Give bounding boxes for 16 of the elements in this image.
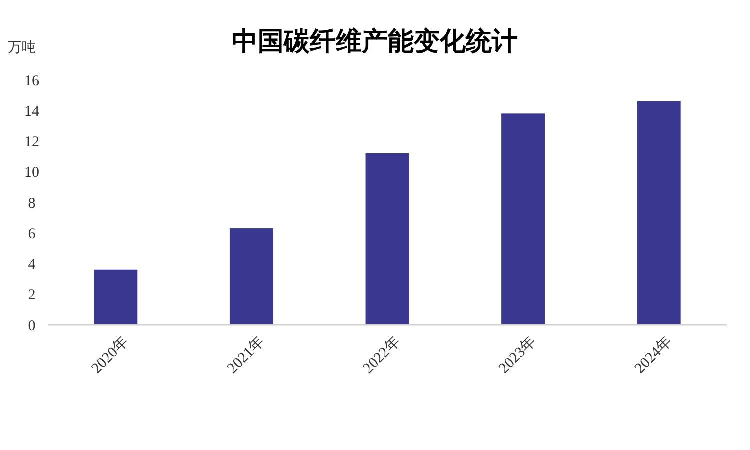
y-tick-label: 0: [28, 318, 36, 334]
bar: [366, 154, 410, 325]
bar: [502, 114, 546, 325]
y-tick-label: 4: [28, 257, 36, 273]
y-tick-label: 14: [24, 104, 40, 120]
y-tick-label: 16: [24, 73, 40, 90]
bar: [637, 101, 681, 325]
chart-title: 中国碳纤维产能变化统计: [232, 27, 518, 56]
bar: [94, 270, 138, 325]
bar: [230, 228, 274, 325]
y-tick-label: 2: [28, 288, 36, 304]
y-tick-label: 12: [24, 134, 40, 150]
y-tick-label: 6: [28, 226, 36, 242]
y-tick-label: 10: [24, 165, 40, 182]
y-axis-title: 万吨: [8, 40, 36, 56]
y-tick-label: 8: [28, 196, 36, 212]
